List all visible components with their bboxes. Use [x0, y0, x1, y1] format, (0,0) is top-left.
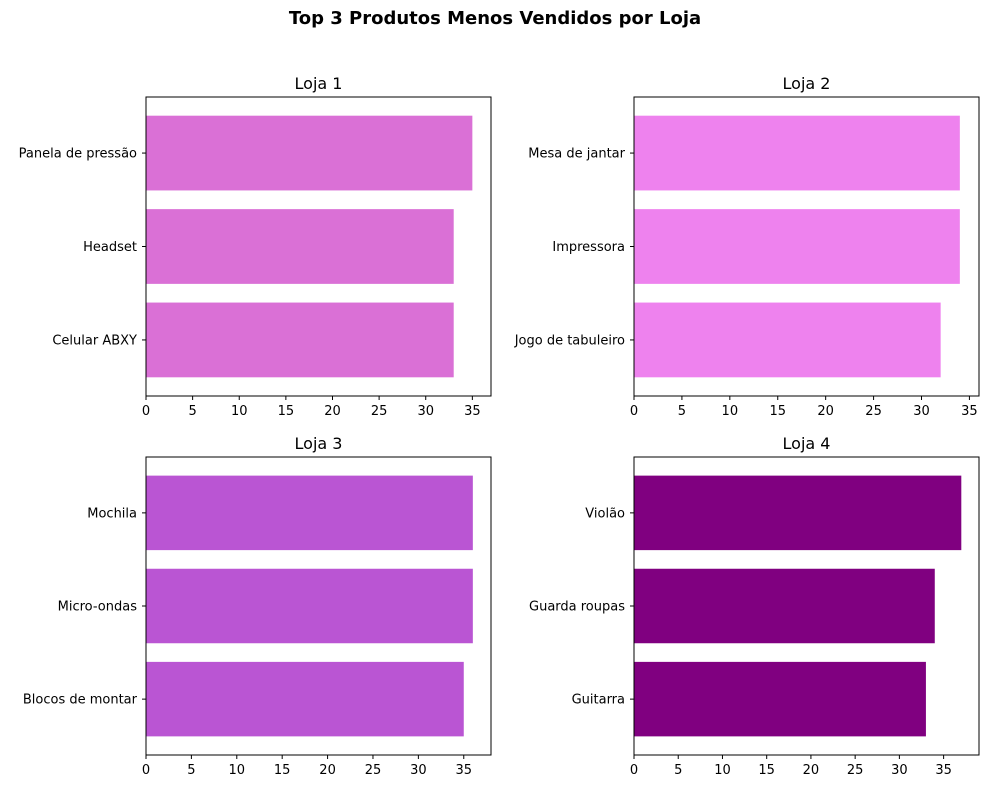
y-tick-label: Blocos de montar — [23, 693, 138, 708]
bar — [146, 475, 473, 551]
subplots-grid: Panela de pressão Headset Celular ABXY 0 5 10… — [19, 74, 980, 778]
x-tick-label: 20 — [319, 763, 336, 778]
x-tick-label: 0 — [142, 404, 150, 419]
subplot-loja-1: Panela de pressão Headset Celular ABXY 0 5 10… — [19, 74, 492, 419]
y-tick-label: Celular ABXY — [52, 333, 137, 348]
axes-frame — [145, 96, 492, 397]
bar — [146, 302, 454, 378]
subplot-title: Loja 1 — [295, 74, 343, 93]
x-tick-label: 20 — [803, 763, 820, 778]
subplot-loja-4: Violão Guarda roupas Guitarra 0 5 10 15 20 25 30 3… — [529, 434, 980, 778]
x-tick-label: 15 — [758, 763, 775, 778]
bar — [634, 302, 941, 378]
subplot-title: Loja 2 — [783, 74, 831, 93]
x-tick-label: 35 — [961, 404, 978, 419]
y-tick-label: Mesa de jantar — [528, 147, 625, 162]
bar — [634, 475, 962, 551]
y-tick-label: Violão — [585, 506, 625, 521]
bar — [146, 209, 454, 284]
x-tick-label: 0 — [630, 763, 638, 778]
x-tick-label: 20 — [324, 404, 341, 419]
bar — [146, 568, 473, 644]
x-tick-label: 15 — [278, 404, 295, 419]
bar — [146, 661, 464, 737]
figure-title: Top 3 Produtos Menos Vendidos por Loja — [289, 8, 701, 29]
y-tick-label: Headset — [83, 240, 137, 255]
x-tick-label: 0 — [630, 404, 638, 419]
bar — [634, 661, 926, 737]
y-tick-label: Impressora — [552, 240, 625, 255]
x-tick-label: 10 — [229, 763, 246, 778]
subplot-loja-3: Mochila Micro-ondas Blocos de montar 0 5 10 15… — [23, 434, 492, 778]
x-tick-label: 5 — [674, 763, 682, 778]
x-tick-label: 10 — [722, 404, 739, 419]
x-tick-label: 5 — [678, 404, 686, 419]
subplot-title: Loja 3 — [295, 434, 343, 453]
x-tick-label: 35 — [464, 404, 481, 419]
x-tick-label: 25 — [847, 763, 864, 778]
x-tick-label: 30 — [417, 404, 434, 419]
bar — [146, 115, 473, 191]
x-tick-label: 15 — [274, 763, 291, 778]
y-tick-label: Mochila — [87, 506, 137, 521]
x-tick-label: 25 — [365, 763, 382, 778]
subplot-title: Loja 4 — [783, 434, 831, 453]
bar — [634, 209, 960, 284]
axes-frame — [633, 456, 980, 756]
subplot-loja-2: Mesa de jantar Impressora Jogo de tabuleir… — [514, 74, 980, 419]
y-tick-label: Guitarra — [572, 693, 625, 708]
y-tick-label: Panela de pressão — [19, 147, 137, 162]
axes-frame — [633, 96, 980, 397]
x-tick-label: 0 — [142, 763, 150, 778]
x-tick-label: 10 — [231, 404, 248, 419]
x-tick-label: 35 — [935, 763, 952, 778]
x-tick-label: 15 — [769, 404, 786, 419]
axes-frame — [145, 456, 492, 756]
bar — [634, 568, 935, 644]
x-tick-label: 25 — [371, 404, 388, 419]
x-tick-label: 5 — [188, 404, 196, 419]
bar — [634, 115, 960, 191]
x-tick-label: 30 — [913, 404, 930, 419]
x-tick-label: 30 — [891, 763, 908, 778]
y-tick-label: Jogo de tabuleiro — [514, 333, 625, 348]
y-tick-label: Guarda roupas — [529, 600, 625, 615]
x-tick-label: 30 — [410, 763, 427, 778]
x-tick-label: 25 — [865, 404, 882, 419]
x-tick-label: 5 — [187, 763, 195, 778]
x-tick-label: 20 — [817, 404, 834, 419]
x-tick-label: 35 — [455, 763, 472, 778]
y-tick-label: Micro-ondas — [58, 600, 138, 615]
x-tick-label: 10 — [714, 763, 731, 778]
